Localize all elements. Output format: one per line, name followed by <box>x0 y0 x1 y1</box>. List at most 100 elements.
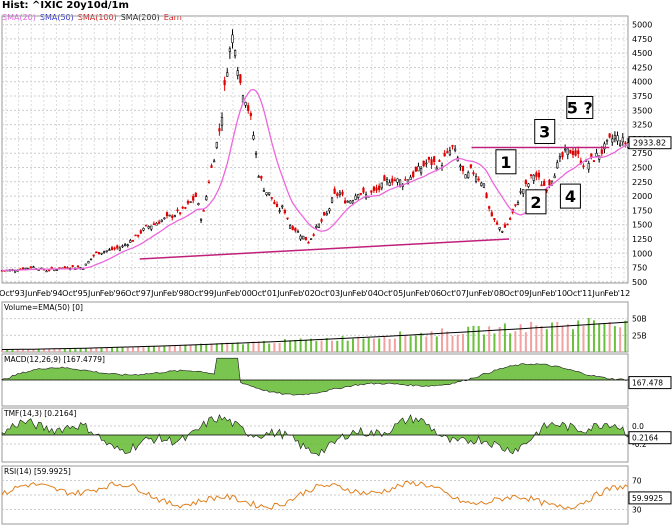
candle-body <box>375 187 378 191</box>
tmf-tick-label: 0.0 <box>632 422 644 431</box>
volume-bar <box>231 343 234 352</box>
time-tick-label: Jun <box>528 289 542 298</box>
volume-bar <box>503 323 506 352</box>
candle-body <box>192 196 195 201</box>
volume-bar <box>498 327 501 352</box>
volume-bar <box>268 343 271 352</box>
candle-body <box>283 210 286 214</box>
candle-body <box>336 193 339 196</box>
tmf-value-tag <box>628 431 672 445</box>
chart-title: Hist: ^IXIC 20y10d/1m <box>2 0 129 11</box>
candle-body <box>294 227 297 232</box>
candle-body <box>168 214 171 217</box>
candle-body <box>454 148 457 151</box>
candle-body <box>105 250 108 252</box>
candle-body <box>558 156 561 159</box>
candle-body <box>286 217 289 220</box>
candle-body <box>524 180 527 185</box>
candle-body <box>268 192 271 195</box>
candle-body <box>613 134 617 140</box>
candle-body <box>289 225 292 229</box>
volume-bar <box>262 340 265 352</box>
candle-body <box>569 149 572 154</box>
volume-bar <box>42 349 45 352</box>
volume-bar <box>100 347 103 352</box>
time-tick-label: Oct <box>567 289 581 298</box>
candle-body <box>139 230 142 234</box>
candle-body <box>561 152 564 158</box>
candle-body <box>430 159 433 165</box>
candle-body <box>110 247 114 251</box>
time-tick-label: Feb <box>37 289 51 298</box>
volume-bar <box>226 342 229 352</box>
candle-body <box>87 261 90 264</box>
wave-label: 1 <box>500 153 511 172</box>
candle-body <box>519 191 522 193</box>
time-tick-label: Feb <box>226 289 240 298</box>
candle-body <box>95 251 98 254</box>
candle-body <box>165 212 169 217</box>
candle-body <box>409 176 412 180</box>
volume-bar <box>131 347 134 352</box>
volume-bar <box>624 320 627 352</box>
volume-bar <box>90 347 93 352</box>
volume-bar <box>53 349 56 352</box>
time-tick-label: Feb <box>604 289 618 298</box>
candle-body <box>260 175 263 179</box>
volume-bar <box>27 349 30 352</box>
candle-body <box>309 238 313 240</box>
time-tick-label: '93 <box>12 289 24 298</box>
candle-body <box>357 193 360 198</box>
volume-bar <box>519 324 522 352</box>
candle-body <box>383 175 386 181</box>
candle-body <box>325 212 328 216</box>
candle-body <box>406 179 410 185</box>
volume-bar <box>63 348 66 352</box>
volume-ema-line <box>1 321 629 350</box>
price-tick-label: 500 <box>632 278 647 287</box>
time-tick-label: '03 <box>328 289 340 298</box>
time-tick-label: '02 <box>302 289 314 298</box>
wave-label: 3 <box>539 122 550 141</box>
candle-body <box>252 135 255 140</box>
volume-bar <box>58 348 61 352</box>
candle-body <box>624 142 627 145</box>
candle-body <box>45 270 48 273</box>
legend-item: Earn <box>163 13 182 22</box>
volume-bar <box>582 326 585 352</box>
candle-body <box>540 184 543 187</box>
candle-body <box>124 244 127 246</box>
price-tick-label: 1750 <box>632 206 652 215</box>
candle-body <box>71 265 74 267</box>
volume-bar <box>540 325 543 352</box>
time-tick-label: Oct <box>377 289 391 298</box>
candle-body <box>338 192 341 196</box>
price-tick-label: 3250 <box>632 121 652 130</box>
candle-body <box>21 267 25 270</box>
candle-body <box>461 165 465 172</box>
volume-panel-frame <box>1 301 629 353</box>
volume-bar <box>283 339 286 352</box>
candle-body <box>433 156 436 163</box>
candle-body <box>474 176 478 182</box>
wave-label-box <box>495 149 517 175</box>
volume-bar <box>126 347 129 352</box>
volume-bar <box>430 331 433 352</box>
candle-body <box>171 215 174 218</box>
tmf-panel-label: TMF(14,3) [0.2164] <box>3 409 76 418</box>
time-tick-label: Feb <box>541 289 555 298</box>
candle-body <box>32 266 35 269</box>
candle-body <box>121 245 124 248</box>
candle-body <box>522 189 525 194</box>
volume-bar <box>294 339 297 352</box>
candle-body <box>543 181 546 186</box>
price-tick-label: 4500 <box>632 49 652 58</box>
wave-label: 4 <box>565 187 576 206</box>
candle-body <box>391 178 394 183</box>
candle-body <box>422 160 425 167</box>
volume-bar <box>200 343 203 352</box>
volume-bar <box>184 344 187 352</box>
volume-bar <box>210 343 213 352</box>
volume-bar <box>467 326 470 352</box>
